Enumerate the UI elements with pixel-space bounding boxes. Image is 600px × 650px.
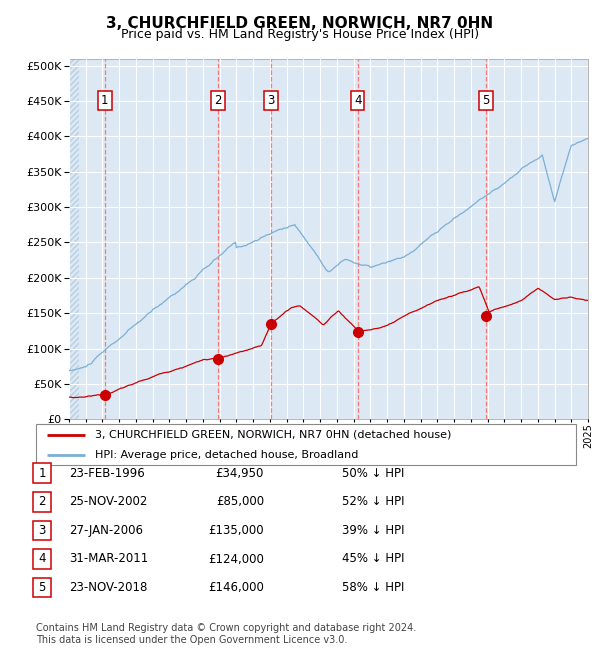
Text: 23-FEB-1996: 23-FEB-1996 xyxy=(69,467,145,480)
Text: £124,000: £124,000 xyxy=(208,552,264,566)
Text: 3: 3 xyxy=(38,524,46,537)
Text: 45% ↓ HPI: 45% ↓ HPI xyxy=(342,552,404,566)
FancyBboxPatch shape xyxy=(36,424,576,465)
Text: 50% ↓ HPI: 50% ↓ HPI xyxy=(342,467,404,480)
Text: 3, CHURCHFIELD GREEN, NORWICH, NR7 0HN (detached house): 3, CHURCHFIELD GREEN, NORWICH, NR7 0HN (… xyxy=(95,430,452,439)
Text: 3: 3 xyxy=(268,94,275,107)
Polygon shape xyxy=(69,58,79,419)
Text: 4: 4 xyxy=(38,552,46,566)
Text: 3, CHURCHFIELD GREEN, NORWICH, NR7 0HN: 3, CHURCHFIELD GREEN, NORWICH, NR7 0HN xyxy=(106,16,494,31)
Text: 4: 4 xyxy=(354,94,362,107)
Text: £146,000: £146,000 xyxy=(208,581,264,594)
Text: 31-MAR-2011: 31-MAR-2011 xyxy=(69,552,148,566)
Text: 39% ↓ HPI: 39% ↓ HPI xyxy=(342,524,404,537)
Text: HPI: Average price, detached house, Broadland: HPI: Average price, detached house, Broa… xyxy=(95,450,359,460)
Text: 1: 1 xyxy=(101,94,109,107)
Text: 23-NOV-2018: 23-NOV-2018 xyxy=(69,581,148,594)
Text: 2: 2 xyxy=(38,495,46,508)
Text: £135,000: £135,000 xyxy=(208,524,264,537)
Text: £85,000: £85,000 xyxy=(216,495,264,508)
Text: 1: 1 xyxy=(38,467,46,480)
Text: 5: 5 xyxy=(38,581,46,594)
Text: Price paid vs. HM Land Registry's House Price Index (HPI): Price paid vs. HM Land Registry's House … xyxy=(121,28,479,41)
Text: 5: 5 xyxy=(482,94,490,107)
Text: £34,950: £34,950 xyxy=(215,467,264,480)
Text: 2: 2 xyxy=(214,94,222,107)
Text: 25-NOV-2002: 25-NOV-2002 xyxy=(69,495,148,508)
Text: 52% ↓ HPI: 52% ↓ HPI xyxy=(342,495,404,508)
Text: 27-JAN-2006: 27-JAN-2006 xyxy=(69,524,143,537)
Text: Contains HM Land Registry data © Crown copyright and database right 2024.
This d: Contains HM Land Registry data © Crown c… xyxy=(36,623,416,645)
Text: 58% ↓ HPI: 58% ↓ HPI xyxy=(342,581,404,594)
